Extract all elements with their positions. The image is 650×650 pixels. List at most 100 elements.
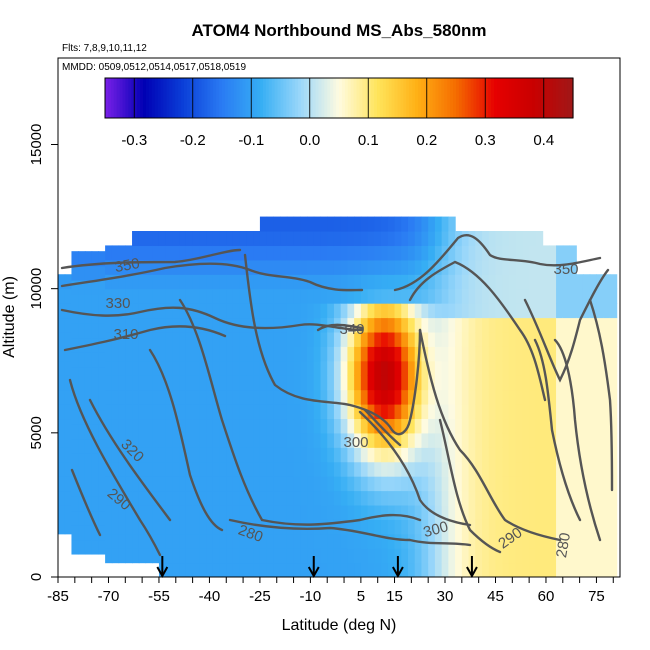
heat-cell [576, 476, 584, 492]
heat-cell [609, 331, 618, 347]
heat-cell [468, 331, 476, 347]
heat-cell [259, 274, 268, 290]
heat-cell [448, 259, 456, 275]
heat-cell [327, 533, 335, 549]
heat-cell [360, 476, 369, 492]
heat-cell [132, 375, 140, 391]
heat-cell [468, 231, 476, 247]
colorbar-segment [359, 78, 363, 118]
heat-cell [145, 331, 153, 347]
colorbar-segment [207, 78, 211, 118]
heat-cell [569, 476, 577, 492]
heat-cell [64, 331, 73, 347]
heat-cell [84, 481, 93, 497]
heat-cell [347, 490, 355, 506]
heat-cell [455, 389, 463, 405]
heat-cell [461, 533, 470, 549]
heat-cell [603, 533, 611, 549]
heat-cell [468, 533, 476, 549]
heat-cell [354, 519, 362, 535]
heat-cell [246, 476, 254, 492]
heat-cell [475, 519, 483, 535]
heat-cell [158, 404, 167, 420]
heat-cell [394, 504, 402, 520]
heat-cell [226, 562, 234, 577]
heat-cell [542, 418, 550, 434]
heat-cell [91, 510, 99, 526]
heat-cell [360, 418, 369, 434]
colorbar-segment [148, 78, 153, 118]
heat-cell [98, 539, 106, 555]
heat-cell [239, 432, 248, 448]
heat-cell [71, 366, 79, 382]
heat-cell [152, 331, 160, 347]
heat-cell [327, 548, 335, 564]
heat-cell [421, 404, 429, 420]
heat-cell [212, 504, 221, 520]
heat-cell [374, 504, 382, 520]
heat-cell [381, 418, 389, 434]
heat-cell [569, 519, 577, 535]
heat-cell [340, 360, 349, 376]
heat-cell [569, 317, 577, 333]
heat-cell [118, 519, 126, 535]
heat-cell [482, 303, 490, 319]
heat-cell [280, 461, 288, 477]
heat-cell [407, 389, 416, 405]
heat-cell [132, 346, 140, 362]
heat-cell [125, 533, 133, 549]
heat-cell [394, 432, 402, 448]
heat-cell [455, 432, 463, 448]
heat-cell [374, 317, 382, 333]
heat-cell [266, 231, 274, 247]
heat-cell [185, 418, 194, 434]
heat-cell [468, 519, 476, 535]
heat-cell [502, 360, 510, 376]
heat-cell [226, 418, 234, 434]
heat-cell [259, 562, 268, 577]
heat-cell [165, 432, 174, 448]
heat-cell [91, 453, 99, 469]
heat-cell [515, 288, 524, 304]
heat-cell [582, 533, 591, 549]
heat-cell [360, 259, 369, 275]
heat-cell [360, 375, 369, 391]
heat-cell [589, 432, 598, 448]
heat-cell [529, 504, 537, 520]
heat-cell [212, 288, 221, 304]
colorbar-segment [473, 78, 478, 118]
heat-cell [179, 245, 187, 261]
heat-cell [84, 280, 93, 296]
heat-cell [340, 231, 349, 247]
heat-cell [125, 331, 133, 347]
heat-cell [286, 533, 295, 549]
colorbar-segment [145, 78, 150, 118]
heat-cell [212, 548, 221, 564]
heat-cell [535, 533, 544, 549]
heat-cell [414, 274, 423, 290]
heat-cell [98, 251, 106, 267]
colorbar-segment [157, 78, 162, 118]
heat-cell [239, 303, 248, 319]
heat-cell [286, 331, 295, 347]
heat-cell [253, 432, 261, 448]
heat-cell [582, 562, 591, 577]
heat-cell [488, 404, 497, 420]
heat-cell [394, 317, 402, 333]
heat-cell [394, 490, 402, 506]
heat-cell [441, 447, 449, 463]
heat-cell [603, 432, 611, 448]
heat-cell [84, 438, 93, 454]
heat-cell [488, 447, 497, 463]
heat-cell [132, 360, 140, 376]
colorbar-segment [166, 78, 170, 118]
heat-cell [354, 231, 362, 247]
heat-cell [307, 259, 315, 275]
heat-cell [152, 519, 160, 535]
contour-line [408, 260, 547, 402]
heat-cell [461, 231, 470, 247]
heat-cell [502, 245, 510, 261]
heat-cell [259, 548, 268, 564]
heat-cell [179, 533, 187, 549]
heat-cell [529, 404, 537, 420]
